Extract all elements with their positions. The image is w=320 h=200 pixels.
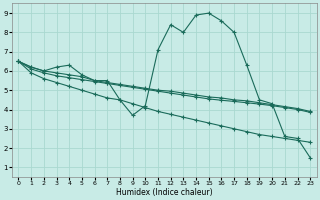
- X-axis label: Humidex (Indice chaleur): Humidex (Indice chaleur): [116, 188, 213, 197]
